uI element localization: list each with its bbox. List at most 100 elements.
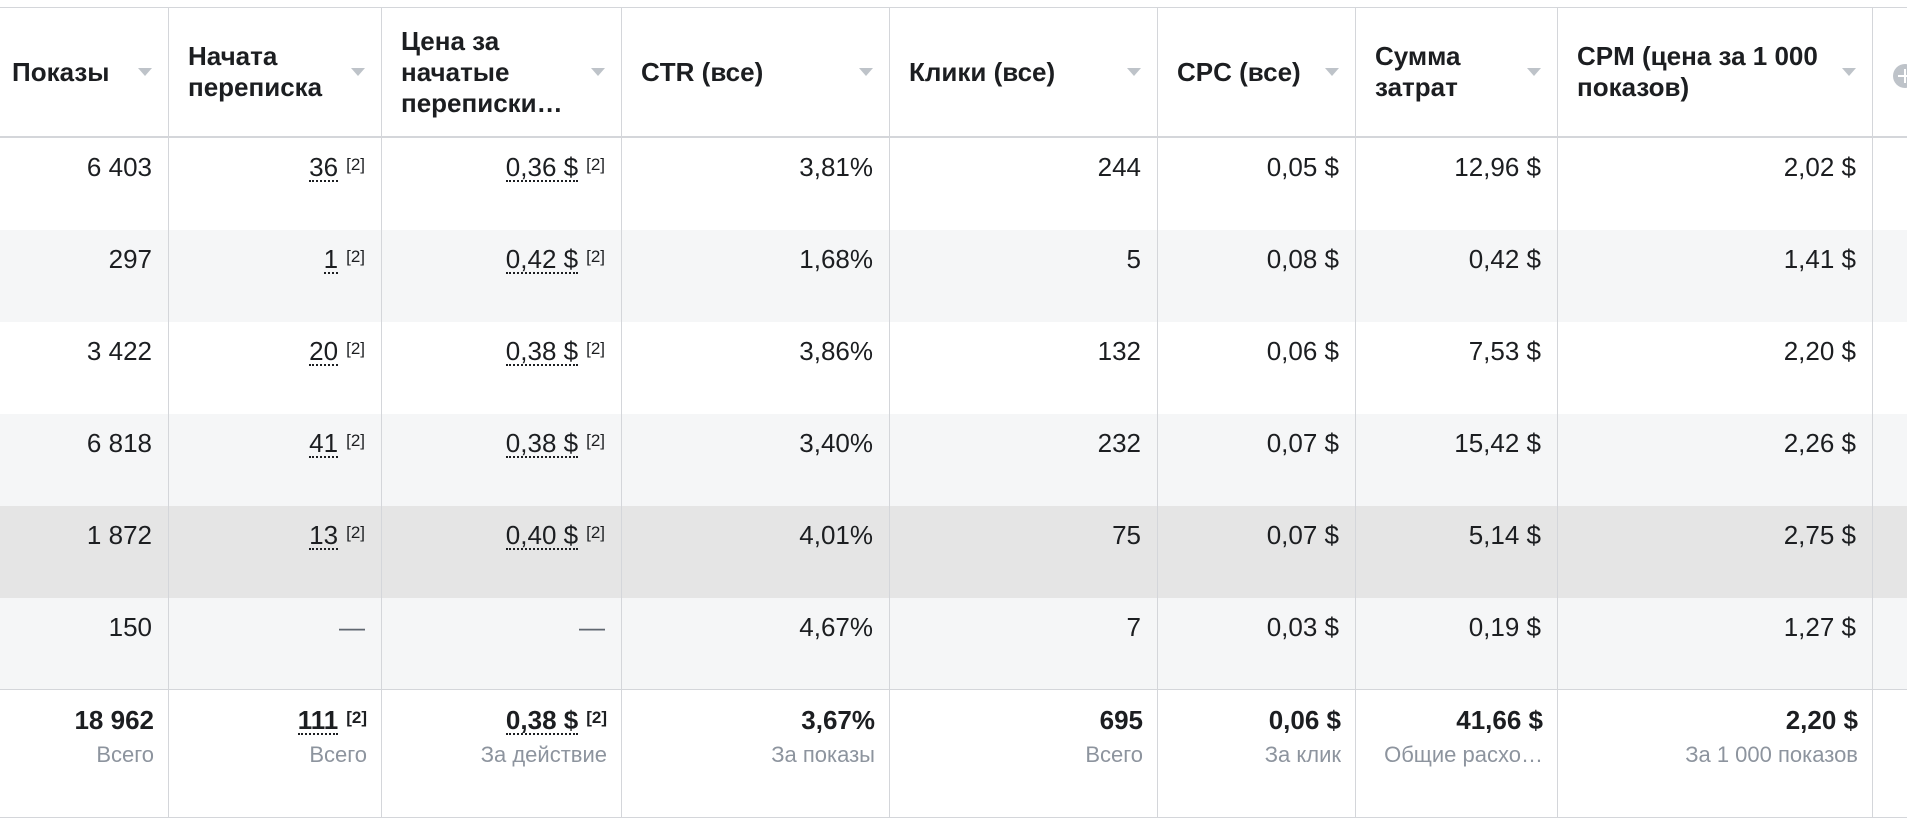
caret-down-icon[interactable] bbox=[1842, 68, 1856, 76]
cell-value: 7 bbox=[1126, 612, 1141, 642]
cell-value: 0,05 $ bbox=[1266, 152, 1339, 182]
footnote-ref: [2] bbox=[346, 155, 365, 174]
total-value-text[interactable]: 0,38 $ bbox=[505, 705, 579, 735]
column-header-cost-per-conversation[interactable]: Цена за начатые переписки… bbox=[381, 8, 621, 136]
add-column-icon[interactable] bbox=[1893, 64, 1907, 88]
column-header-label: Сумма затрат bbox=[1375, 41, 1461, 102]
caret-down-icon[interactable] bbox=[1527, 68, 1541, 76]
table-row[interactable]: 297 1 [2] 0,42 $ [2] 1,68% 5 0,08 $ 0,42 $ 1,41 $ bbox=[0, 230, 1907, 322]
total-value-text: 2,20 $ bbox=[1785, 705, 1858, 735]
cell-impressions: 3 422 bbox=[0, 336, 168, 366]
cell-spend: 0,42 $ bbox=[1355, 244, 1557, 274]
cell-value[interactable]: 0,42 $ bbox=[505, 244, 579, 274]
cell-spend: 12,96 $ bbox=[1355, 152, 1557, 182]
total-value: 111 [2] bbox=[168, 704, 367, 736]
column-header-cpm[interactable]: CPM (цена за 1 000 показов) bbox=[1557, 8, 1872, 136]
cell-clicks: 244 bbox=[889, 152, 1157, 182]
cell-cpm: 2,02 $ bbox=[1557, 152, 1872, 182]
column-header-ctr[interactable]: CTR (все) bbox=[621, 8, 889, 136]
cell-cost-per-conversation: — bbox=[381, 612, 621, 642]
cell-value: — bbox=[579, 612, 605, 642]
footnote-ref: [2] bbox=[586, 155, 605, 174]
cell-value[interactable]: 20 bbox=[309, 336, 339, 366]
cell-cpc: 0,05 $ bbox=[1157, 152, 1355, 182]
cell-value: 2,20 $ bbox=[1783, 336, 1856, 366]
cell-value[interactable]: 13 bbox=[309, 520, 339, 550]
total-value-text[interactable]: 111 bbox=[297, 705, 339, 735]
table-totals-row: 18 962 Всего 111 [2] Всего 0,38 $ [2] За действ… bbox=[0, 689, 1907, 815]
cell-value: 3,81% bbox=[799, 152, 873, 182]
column-header-impressions[interactable]: Показы bbox=[0, 8, 168, 136]
table-row[interactable]: 1 872 13 [2] 0,40 $ [2] 4,01% 75 0,07 $ 5,14 $ 2,… bbox=[0, 506, 1907, 598]
footnote-ref: [2] bbox=[346, 708, 367, 727]
cell-clicks: 75 bbox=[889, 520, 1157, 550]
table-row[interactable]: 3 422 20 [2] 0,38 $ [2] 3,86% 132 0,06 $ 7,53 $ 2… bbox=[0, 322, 1907, 414]
cell-value: 0,03 $ bbox=[1266, 612, 1339, 642]
cell-clicks: 7 bbox=[889, 612, 1157, 642]
total-spend: 41,66 $ Общие расхо… bbox=[1355, 704, 1557, 770]
column-divider bbox=[1157, 8, 1158, 817]
cell-ctr: 3,81% bbox=[621, 152, 889, 182]
cell-value: — bbox=[339, 612, 365, 642]
cell-value: 0,08 $ bbox=[1266, 244, 1339, 274]
caret-down-icon[interactable] bbox=[351, 68, 365, 76]
cell-cpc: 0,07 $ bbox=[1157, 428, 1355, 458]
cell-value: 3 422 bbox=[86, 336, 152, 366]
table-row[interactable]: 6 818 41 [2] 0,38 $ [2] 3,40% 232 0,07 $ 15,42 $… bbox=[0, 414, 1907, 506]
cell-value[interactable]: 36 bbox=[309, 152, 339, 182]
cell-conversations: 20 [2] bbox=[168, 336, 381, 366]
cell-value: 3,86% bbox=[799, 336, 873, 366]
cell-value[interactable]: 0,38 $ bbox=[505, 336, 579, 366]
cell-value[interactable]: 41 bbox=[309, 428, 339, 458]
cell-impressions: 297 bbox=[0, 244, 168, 274]
column-divider bbox=[621, 8, 622, 817]
column-header-spend[interactable]: Сумма затрат bbox=[1355, 8, 1557, 136]
cell-spend: 7,53 $ bbox=[1355, 336, 1557, 366]
cell-value[interactable]: 0,40 $ bbox=[505, 520, 579, 550]
cell-cpc: 0,07 $ bbox=[1157, 520, 1355, 550]
cell-value: 2,02 $ bbox=[1783, 152, 1856, 182]
cell-value: 2,26 $ bbox=[1783, 428, 1856, 458]
caret-down-icon[interactable] bbox=[138, 68, 152, 76]
total-value: 3,67% bbox=[621, 704, 875, 736]
column-header-cpc[interactable]: CPC (все) bbox=[1157, 8, 1355, 136]
cell-cost-per-conversation: 0,40 $ [2] bbox=[381, 520, 621, 550]
column-divider bbox=[168, 8, 169, 817]
cell-value: 1,27 $ bbox=[1783, 612, 1856, 642]
cell-cpc: 0,03 $ bbox=[1157, 612, 1355, 642]
column-header-clicks[interactable]: Клики (все) bbox=[889, 8, 1157, 136]
table-row[interactable]: 150 — — 4,67% 7 0,03 $ 0,19 $ 1,27 $ bbox=[0, 598, 1907, 690]
footnote-ref: [2] bbox=[346, 431, 365, 450]
cell-cpm: 1,27 $ bbox=[1557, 612, 1872, 642]
cell-clicks: 132 bbox=[889, 336, 1157, 366]
caret-down-icon[interactable] bbox=[591, 68, 605, 76]
cell-conversations: 1 [2] bbox=[168, 244, 381, 274]
cell-value: 6 818 bbox=[86, 428, 152, 458]
cell-value[interactable]: 0,38 $ bbox=[505, 428, 579, 458]
total-caption: Всего bbox=[309, 742, 367, 767]
ads-report-table: Показы Начата переписка Цена за начатые пе… bbox=[0, 7, 1907, 818]
column-divider bbox=[1355, 8, 1356, 817]
caret-down-icon[interactable] bbox=[859, 68, 873, 76]
cell-ctr: 3,86% bbox=[621, 336, 889, 366]
cell-value[interactable]: 1 bbox=[323, 244, 339, 274]
column-header-label: Цена за начатые переписки… bbox=[401, 25, 563, 118]
cell-spend: 0,19 $ bbox=[1355, 612, 1557, 642]
footnote-ref: [2] bbox=[346, 339, 365, 358]
cell-value: 4,01% bbox=[799, 520, 873, 550]
table-row[interactable]: 6 403 36 [2] 0,36 $ [2] 3,81% 244 0,05 $ 12,96 $… bbox=[0, 138, 1907, 230]
cell-value: 0,06 $ bbox=[1266, 336, 1339, 366]
caret-down-icon[interactable] bbox=[1127, 68, 1141, 76]
cell-value: 0,07 $ bbox=[1266, 428, 1339, 458]
cell-cpm: 2,20 $ bbox=[1557, 336, 1872, 366]
cell-value[interactable]: 0,36 $ bbox=[505, 152, 579, 182]
cell-value: 0,19 $ bbox=[1468, 612, 1541, 642]
column-header-label: Показы bbox=[12, 56, 110, 87]
column-header-conversations[interactable]: Начата переписка bbox=[168, 8, 381, 136]
cell-value: 297 bbox=[108, 244, 152, 274]
caret-down-icon[interactable] bbox=[1325, 68, 1339, 76]
cell-value: 150 bbox=[108, 612, 152, 642]
cell-value: 12,96 $ bbox=[1454, 152, 1541, 182]
total-caption: За 1 000 показов bbox=[1685, 742, 1858, 767]
total-caption: За показы bbox=[771, 742, 875, 767]
